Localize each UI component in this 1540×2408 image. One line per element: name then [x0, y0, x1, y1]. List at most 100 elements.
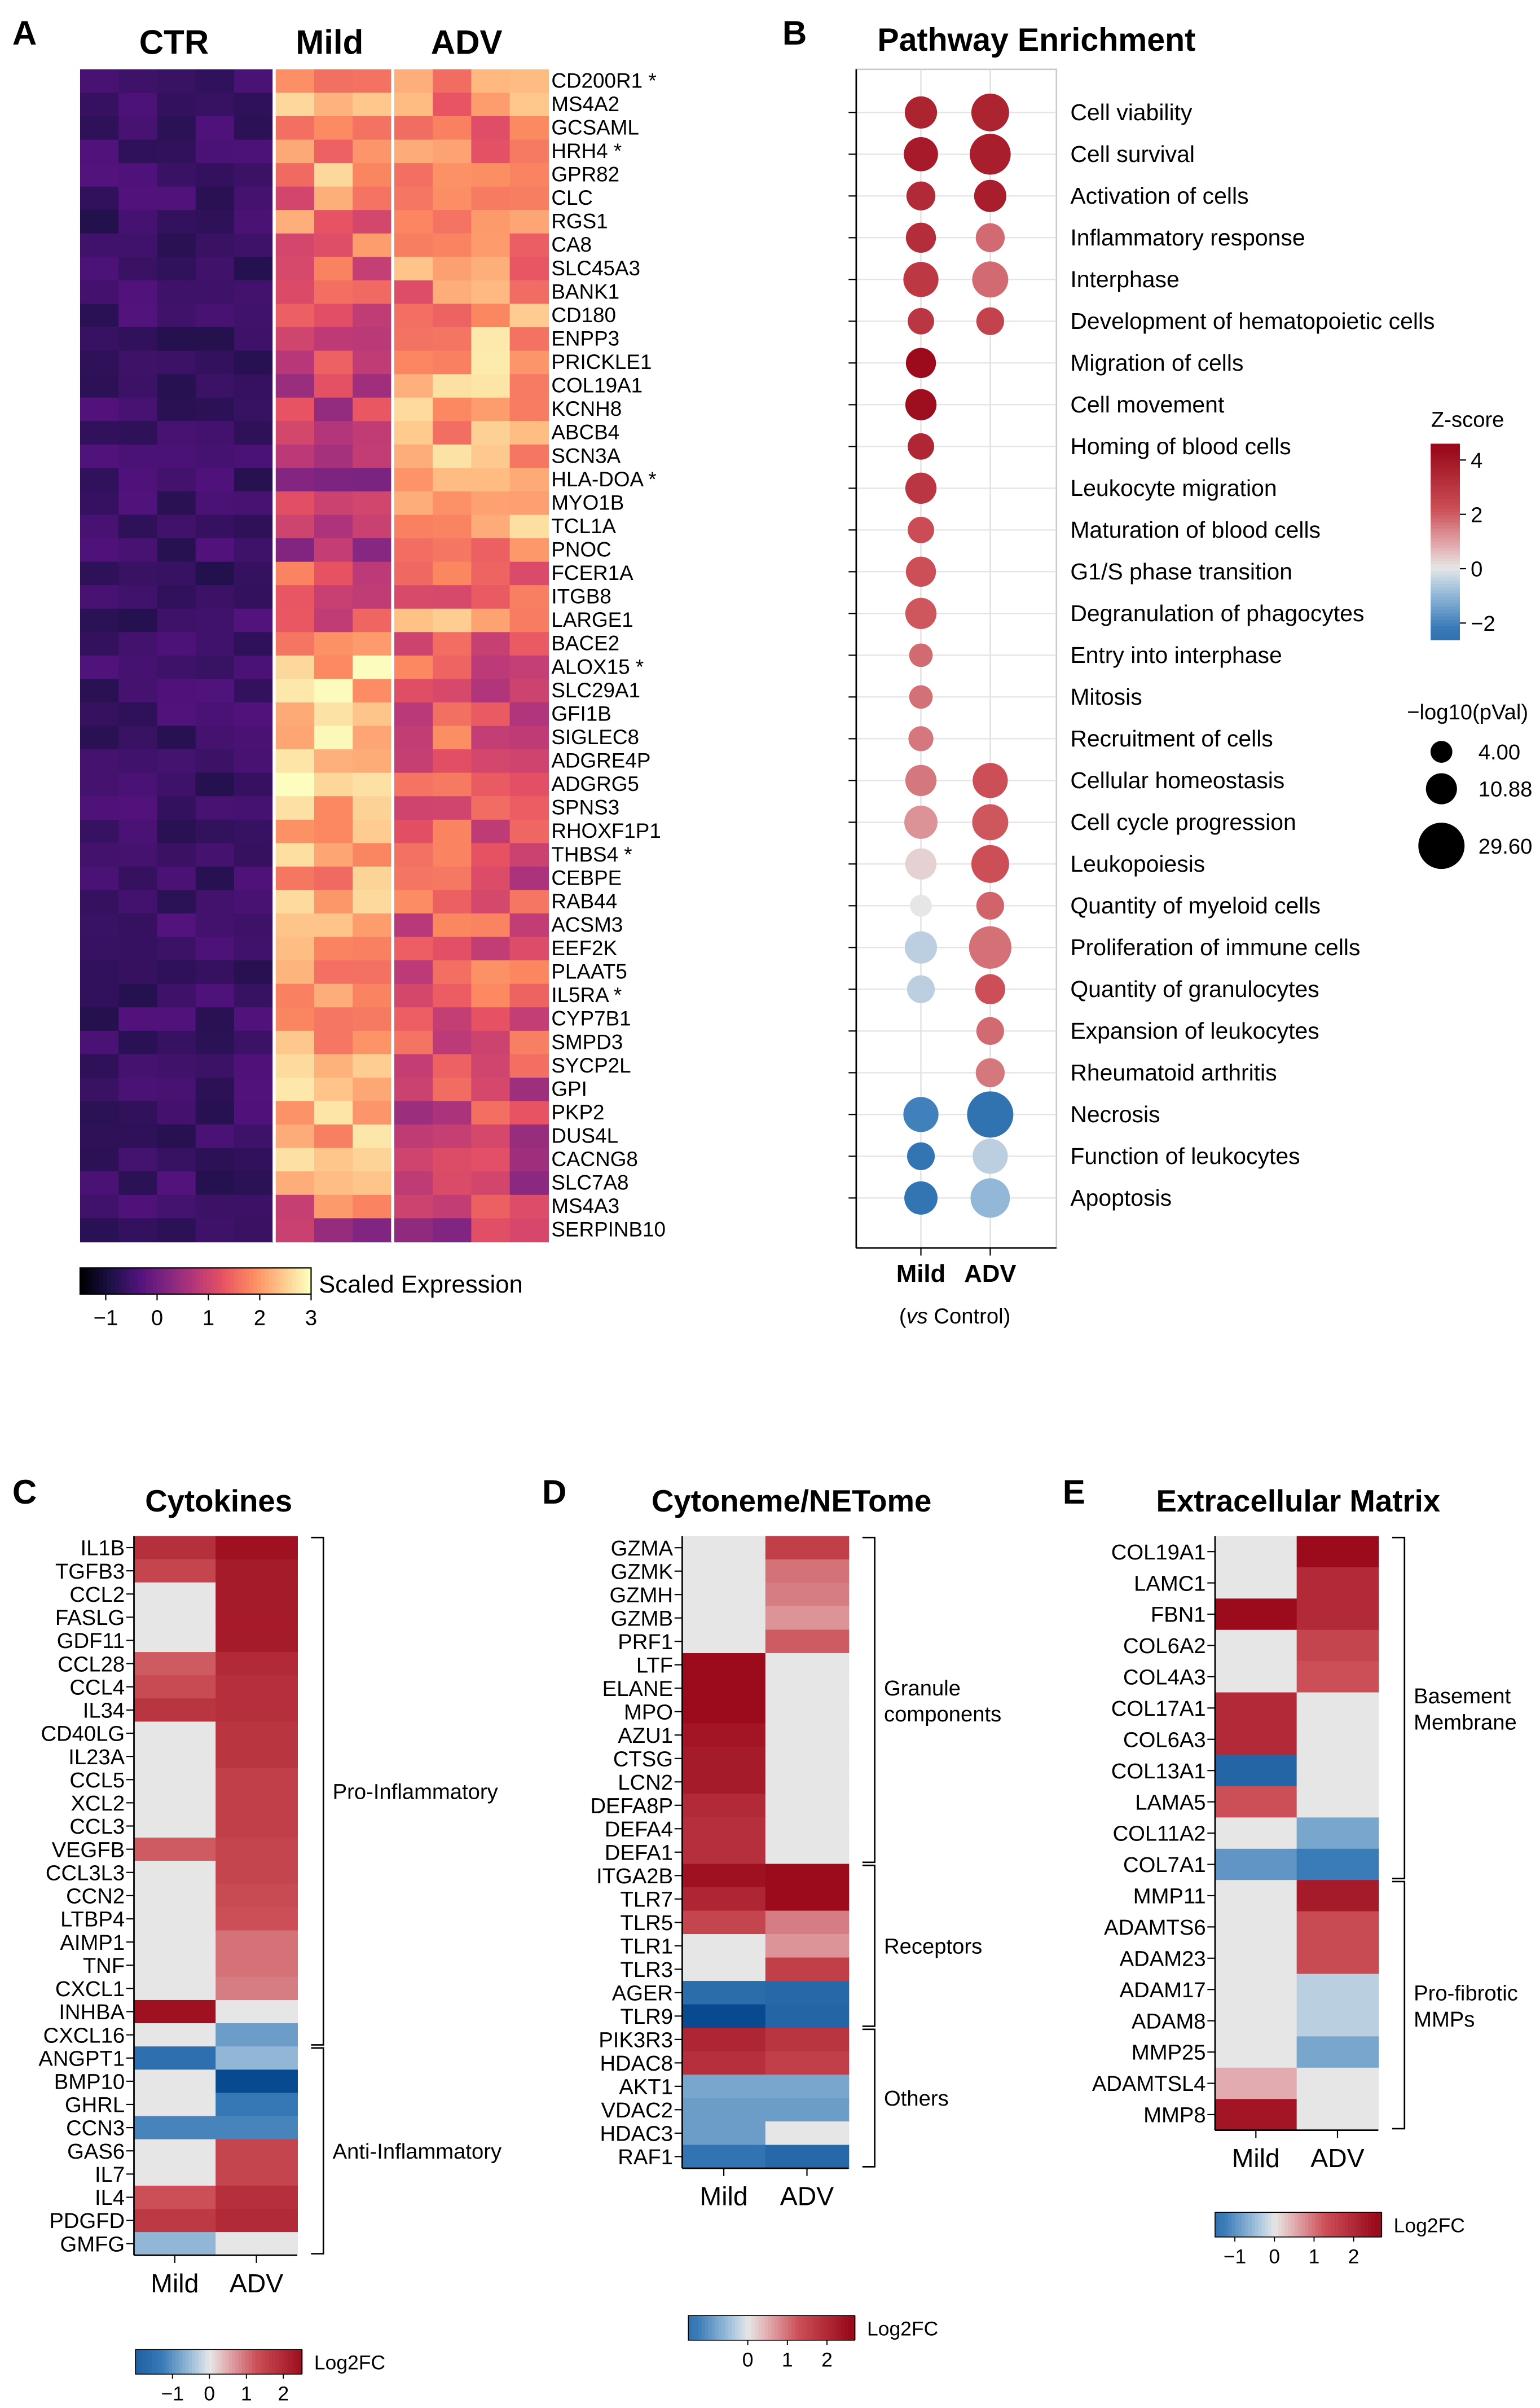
dot-adv	[973, 1139, 1008, 1174]
heatmap-cell	[314, 679, 354, 704]
row-label: COL7A1	[1123, 1853, 1206, 1877]
heatmap-cell	[157, 1148, 196, 1172]
heatmap-cell-mild	[682, 1910, 766, 1935]
heatmap-cell-mild	[682, 2004, 766, 2029]
row-label: AIMP1	[60, 1931, 125, 1955]
zscore-colorbar-segment	[1431, 616, 1460, 621]
gene-label: LARGE1	[551, 608, 633, 631]
colorbar-segment	[168, 1268, 174, 1294]
heatmap-cell	[509, 304, 549, 328]
colorbar-segment	[142, 1268, 147, 1294]
heatmap-cell-adv	[1296, 1661, 1379, 1693]
heatmap-cell	[195, 632, 235, 656]
heatmap-cell-adv	[1296, 2067, 1379, 2100]
gene-label: SIGLEC8	[551, 726, 639, 749]
colorbar-frame	[688, 2315, 855, 2341]
pathway-label: Activation of cells	[1070, 183, 1248, 209]
heatmap-cell-mild	[682, 1559, 766, 1584]
heatmap-cell	[433, 538, 472, 563]
heatmap-cell	[509, 139, 549, 164]
heatmap-cell-adv	[215, 1605, 298, 1630]
heatmap-cell	[275, 327, 315, 351]
zscore-colorbar-segment	[1431, 522, 1460, 526]
heatmap-cell	[234, 1054, 274, 1079]
heatmap-cell	[353, 468, 392, 493]
row-label: INHBA	[59, 2000, 125, 2024]
dot-mild	[903, 1097, 939, 1132]
row-label: AKT1	[619, 2075, 673, 2099]
heatmap-cell	[157, 1194, 196, 1219]
colorbar-segment	[182, 2349, 187, 2374]
heatmap-cell	[195, 186, 235, 211]
heatmap-cell	[471, 350, 511, 375]
heatmap-cell	[433, 444, 472, 469]
heatmap-cell	[118, 257, 158, 282]
heatmap-cell	[509, 749, 549, 774]
heatmap-cell	[314, 749, 354, 774]
heatmap-cell	[353, 679, 392, 704]
heatmap-cell	[433, 468, 472, 493]
heatmap-cell	[471, 608, 511, 633]
row-label: GZMH	[610, 1583, 674, 1607]
zscore-colorbar-segment	[1431, 450, 1460, 455]
dot-mild	[908, 726, 934, 752]
colorbar-segment	[157, 1268, 162, 1294]
heatmap-cell	[314, 1171, 354, 1196]
dot-adv	[974, 179, 1006, 212]
heatmap-cell	[433, 515, 472, 539]
colorbar-segment	[269, 2349, 273, 2374]
heatmap-cell	[394, 1077, 434, 1102]
column-label: ADV	[1310, 2143, 1364, 2173]
row-label: LTF	[636, 1653, 673, 1677]
heatmap-cell	[157, 679, 196, 704]
colorbar-segment	[239, 2349, 243, 2374]
heatmap-cell	[157, 726, 196, 750]
heatmap-cell	[353, 632, 392, 656]
colorbar-segment	[1361, 2212, 1366, 2237]
heatmap-cell-adv	[765, 2004, 850, 2029]
heatmap-cell	[118, 350, 158, 375]
heatmap-cell	[195, 772, 235, 797]
heatmap-cell	[80, 444, 120, 469]
colorbar-segment	[1358, 2212, 1362, 2237]
heatmap-cell-adv	[215, 1953, 298, 1978]
colorbar-segment	[99, 1268, 104, 1294]
colorbar-segment	[1258, 2212, 1262, 2237]
heatmap-cell-mild	[1215, 1567, 1297, 1600]
heatmap-cell	[353, 866, 392, 891]
colorbar-tick-label: 3	[305, 1306, 317, 1330]
heatmap-cell	[80, 749, 120, 774]
colorbar-segment	[1268, 2212, 1273, 2237]
pathway-label: Rheumatoid arthritis	[1070, 1060, 1277, 1086]
heatmap-cell	[275, 983, 315, 1008]
heatmap-cell	[394, 655, 434, 680]
colorbar-segment	[1261, 2212, 1266, 2237]
dot-adv	[972, 804, 1009, 841]
heatmap-cell	[433, 1218, 472, 1242]
heatmap-cell	[353, 585, 392, 609]
colorbar-segment	[1225, 2212, 1229, 2237]
heatmap-cell	[353, 93, 392, 117]
row-label: CCL2	[69, 1583, 125, 1607]
heatmap-cell	[509, 585, 549, 609]
heatmap-cell-adv	[765, 1653, 850, 1677]
colorbar-segment	[115, 1268, 120, 1294]
heatmap-cell	[509, 819, 549, 844]
pathway-label: Homing of blood cells	[1070, 433, 1291, 459]
colorbar-tick-label: 0	[742, 2348, 754, 2371]
heatmap-cell	[118, 69, 158, 94]
zscore-tick-label: 4	[1471, 449, 1482, 473]
heatmap-cell	[353, 772, 392, 797]
heatmap-cell	[157, 327, 196, 351]
heatmap-cell	[394, 93, 434, 117]
column-label: ADV	[230, 2269, 283, 2298]
heatmap-cell-mild	[134, 2162, 217, 2187]
heatmap-cell	[314, 210, 354, 234]
pathway-label: Cell movement	[1070, 392, 1225, 418]
heatmap-cell	[394, 538, 434, 563]
heatmap-cell	[509, 1194, 549, 1219]
heatmap-cell-mild	[1215, 2067, 1297, 2100]
heatmap-cell	[509, 515, 549, 539]
heatmap-cell	[353, 843, 392, 868]
row-label: DEFA4	[605, 1817, 673, 1842]
